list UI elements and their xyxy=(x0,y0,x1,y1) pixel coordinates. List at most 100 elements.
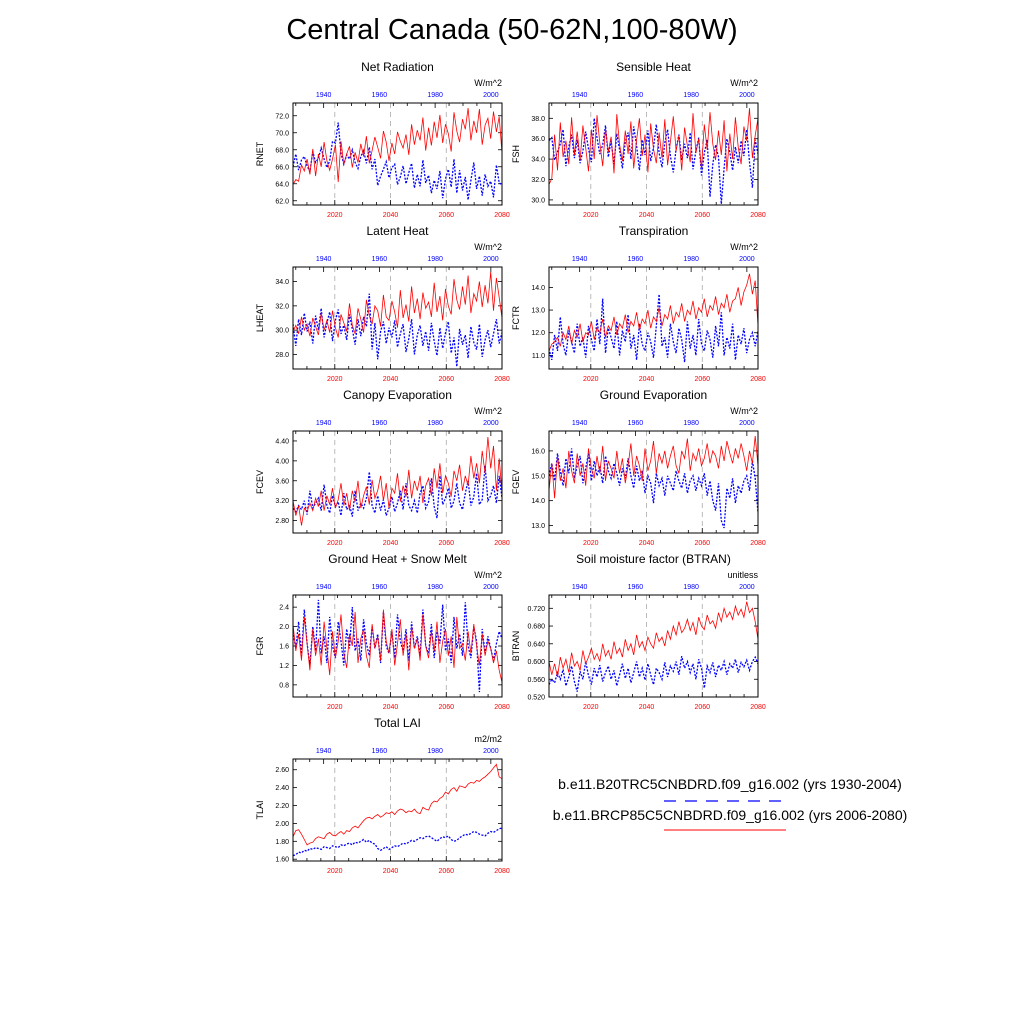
x-tick-label-bottom: 2020 xyxy=(583,540,599,547)
y-tick-label: 34.0 xyxy=(275,279,289,286)
y-tick-label: 1.6 xyxy=(279,644,289,651)
y-tick-label: 2.4 xyxy=(279,605,289,612)
panel-title: Transpiration xyxy=(619,224,689,238)
y-tick-label: 1.60 xyxy=(275,857,289,864)
x-tick-label-bottom: 2060 xyxy=(438,540,454,547)
x-tick-label-top: 1980 xyxy=(683,584,699,591)
x-tick-label-top: 1940 xyxy=(316,584,332,591)
x-tick-label-bottom: 2040 xyxy=(639,376,655,383)
plot-frame xyxy=(292,102,503,206)
x-tick-label-top: 1980 xyxy=(427,748,443,755)
x-tick-label-top: 1960 xyxy=(372,584,388,591)
y-tick-label: 3.20 xyxy=(275,498,289,505)
chart-panel-6: Ground Evaporation W/m^2 FGEV 2020 2040 2060 2… xyxy=(511,388,766,547)
y-tick-label: 2.60 xyxy=(275,767,289,774)
x-tick-label-top: 2000 xyxy=(483,748,499,755)
y-tick-label: 2.0 xyxy=(279,624,289,631)
series-line-future xyxy=(293,271,502,338)
y-tick-label: 1.80 xyxy=(275,839,289,846)
y-tick-label: 68.0 xyxy=(275,147,289,154)
y-axis-label: FGEV xyxy=(511,470,521,495)
x-tick-label-top: 1980 xyxy=(683,256,699,263)
legend-label-future: b.e11.BRCP85C5CNBDRD.f09_g16.002 (yrs 20… xyxy=(552,807,908,823)
x-tick-label-bottom: 2020 xyxy=(327,704,343,711)
y-tick-label: 32.0 xyxy=(275,303,289,310)
series-line-future xyxy=(549,435,758,499)
legend-swatch-future xyxy=(664,829,786,831)
y-tick-label: 15.0 xyxy=(531,473,545,480)
y-tick-label: 12.0 xyxy=(531,330,545,337)
y-tick-label: 13.0 xyxy=(531,308,545,315)
y-tick-label: 0.520 xyxy=(527,695,545,702)
y-tick-label: 14.0 xyxy=(531,498,545,505)
y-axis-label: FCEV xyxy=(255,470,265,494)
y-axis-label: LHEAT xyxy=(255,303,265,332)
x-tick-label-bottom: 2020 xyxy=(583,376,599,383)
y-tick-label: 1.2 xyxy=(279,663,289,670)
x-tick-label-top: 2000 xyxy=(483,420,499,427)
x-tick-label-top: 1980 xyxy=(427,420,443,427)
x-tick-label-top: 1960 xyxy=(372,420,388,427)
units-label: W/m^2 xyxy=(730,406,758,416)
x-tick-label-top: 1940 xyxy=(572,420,588,427)
series-line-future xyxy=(293,436,502,526)
panel-title: Net Radiation xyxy=(361,60,434,74)
x-tick-label-bottom: 2060 xyxy=(438,704,454,711)
chart-panel-8: Soil moisture factor (BTRAN) unitless BTRA… xyxy=(511,552,766,711)
y-tick-label: 2.40 xyxy=(275,785,289,792)
x-tick-label-bottom: 2040 xyxy=(383,212,399,219)
x-tick-label-top: 1960 xyxy=(628,584,644,591)
x-tick-label-top: 2000 xyxy=(739,420,755,427)
panel-title: Canopy Evaporation xyxy=(343,388,452,402)
x-tick-label-top: 2000 xyxy=(739,92,755,99)
y-tick-label: 0.8 xyxy=(279,682,289,689)
chart-panel-1: Net Radiation W/m^2 RNET 2020 2040 2060 2080 19… xyxy=(255,60,510,219)
y-axis-label: RNET xyxy=(255,141,265,166)
page-title: Central Canada (50-62N,100-80W) xyxy=(286,14,738,46)
x-tick-label-top: 1980 xyxy=(683,92,699,99)
y-tick-label: 4.40 xyxy=(275,438,289,445)
units-label: W/m^2 xyxy=(474,406,502,416)
series-line-control xyxy=(293,465,502,519)
y-tick-label: 0.640 xyxy=(527,641,545,648)
x-tick-label-bottom: 2080 xyxy=(750,704,766,711)
y-axis-label: FGR xyxy=(255,636,265,655)
x-tick-label-bottom: 2020 xyxy=(327,212,343,219)
x-tick-label-top: 1960 xyxy=(628,256,644,263)
x-tick-label-bottom: 2020 xyxy=(327,376,343,383)
y-tick-label: 32.0 xyxy=(531,177,545,184)
series-line-future xyxy=(293,108,502,185)
x-tick-label-top: 1960 xyxy=(372,748,388,755)
x-tick-label-bottom: 2080 xyxy=(750,376,766,383)
legend-swatch-control xyxy=(664,800,786,802)
y-tick-label: 38.0 xyxy=(531,116,545,123)
chart-panel-2: Sensible Heat W/m^2 FSH 2020 2040 2060 2080 194… xyxy=(511,60,766,219)
y-tick-label: 66.0 xyxy=(275,164,289,171)
panel-title: Sensible Heat xyxy=(616,60,691,74)
units-label: W/m^2 xyxy=(474,242,502,252)
y-tick-label: 0.720 xyxy=(527,606,545,613)
chart-panel-3: Latent Heat W/m^2 LHEAT 2020 2040 2060 2080 194… xyxy=(255,224,510,383)
x-tick-label-bottom: 2040 xyxy=(639,540,655,547)
y-tick-label: 28.0 xyxy=(275,352,289,359)
panel-title: Ground Evaporation xyxy=(600,388,707,402)
legend-label-control: b.e11.B20TRC5CNBDRD.f09_g16.002 (yrs 193… xyxy=(558,776,902,792)
y-tick-label: 3.60 xyxy=(275,478,289,485)
units-label: m2/m2 xyxy=(474,734,502,744)
x-tick-label-bottom: 2040 xyxy=(639,704,655,711)
x-tick-label-top: 1940 xyxy=(316,420,332,427)
y-tick-label: 14.0 xyxy=(531,285,545,292)
y-tick-label: 62.0 xyxy=(275,198,289,205)
x-tick-label-bottom: 2060 xyxy=(438,212,454,219)
y-axis-label: BTRAN xyxy=(511,631,521,662)
series-line-control xyxy=(293,599,502,693)
y-tick-label: 30.0 xyxy=(531,197,545,204)
x-tick-label-bottom: 2080 xyxy=(494,212,510,219)
panel-title: Ground Heat + Snow Melt xyxy=(328,552,467,566)
x-tick-label-top: 1980 xyxy=(427,92,443,99)
x-tick-label-top: 1960 xyxy=(372,92,388,99)
x-tick-label-top: 2000 xyxy=(483,92,499,99)
x-tick-label-bottom: 2060 xyxy=(694,540,710,547)
y-tick-label: 30.0 xyxy=(275,328,289,335)
